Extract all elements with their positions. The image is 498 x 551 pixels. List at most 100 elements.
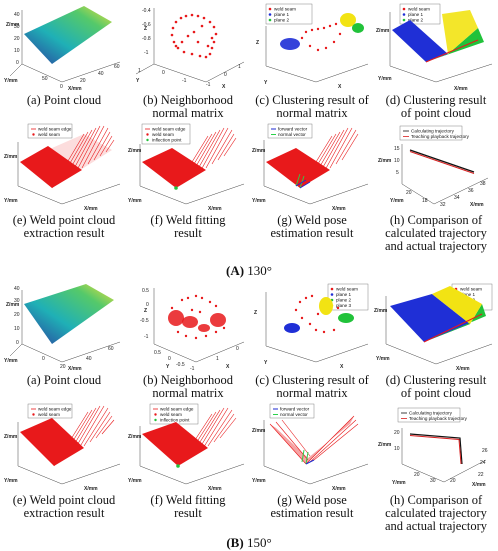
tick: 24 bbox=[480, 460, 486, 466]
y-label: Y bbox=[264, 80, 268, 86]
y-label: Y/mm bbox=[4, 478, 18, 484]
chart-b-g: forward vector normal vector Z/mm Y/mm X… bbox=[252, 403, 369, 492]
tick: 20 bbox=[60, 364, 66, 370]
tick: 20 bbox=[14, 36, 20, 42]
tick: 0 bbox=[16, 340, 19, 346]
tick: 40 bbox=[14, 12, 20, 18]
x-label: X/mm bbox=[454, 86, 468, 92]
teach-trajectory bbox=[409, 435, 462, 465]
legend-item: weld seam bbox=[408, 7, 430, 12]
tick: 0.5 bbox=[154, 350, 161, 356]
tick: 34 bbox=[454, 195, 460, 201]
plot-b-f: weld seam edge weld seam inflection poin… bbox=[126, 402, 250, 494]
z-label: Z bbox=[256, 40, 259, 46]
tick: 36 bbox=[468, 188, 474, 194]
scatter-points bbox=[168, 294, 226, 340]
chart-a-f: weld seam edge weld seam inflection poin… bbox=[128, 123, 245, 212]
caption-line: extraction result bbox=[23, 506, 105, 520]
caption-line: result bbox=[174, 506, 202, 520]
z-label: Z/mm bbox=[378, 442, 392, 448]
legend-item: forward vector bbox=[280, 407, 310, 412]
plot-b-b: Z Y X 0.5 0 -0.5 -1 0.5 0 -0.5 -1 1 0 bbox=[126, 282, 250, 374]
caption-line: of point cloud bbox=[400, 386, 472, 400]
tick: -1 bbox=[206, 82, 211, 88]
legend-item: forward vector bbox=[278, 127, 308, 132]
tick: 18 bbox=[422, 198, 428, 204]
x-label: X bbox=[226, 364, 230, 370]
chart-b-c: weld seam plane 1 plane 2 plane 3 Z Y X bbox=[254, 283, 369, 370]
caption-line: (a) Point cloud bbox=[26, 93, 102, 107]
panel-b-d: weld seam plane 1 plane 2 plane 3 Z/mm Y… bbox=[374, 282, 498, 420]
tick: 0 bbox=[42, 356, 45, 362]
x-label: X/mm bbox=[68, 366, 82, 372]
chart-b-a: Z/mm Y/mm X/mm 0 10 20 30 40 0 20 40 60 bbox=[4, 284, 121, 372]
legend bbox=[141, 123, 191, 145]
chart-b-h: Calculating trajectory Teaching playback… bbox=[378, 407, 488, 488]
plot-b-h: Calculating trajectory Teaching playback… bbox=[374, 402, 498, 494]
tick: 1 bbox=[238, 64, 241, 70]
tick: 0 bbox=[236, 346, 239, 352]
tick: 10 bbox=[394, 158, 400, 164]
section-letter: (B) bbox=[226, 535, 244, 550]
legend-item: weld seam bbox=[160, 412, 182, 417]
tick: 30 bbox=[430, 478, 436, 484]
plot-a-d: weld seam plane 1 plane 2 Z/mm Y/mm X/mm bbox=[374, 2, 498, 94]
y-label: Y/mm bbox=[376, 356, 390, 362]
x-label: X/mm bbox=[472, 482, 486, 488]
plot-a-c: weld seam plane 1 plane 2 Z Y X bbox=[250, 2, 374, 94]
y-label: Y/mm bbox=[128, 478, 142, 484]
plot-a-a: Z/mm Y/mm X/mm 0 10 20 30 40 50 0 20 40 … bbox=[2, 2, 126, 94]
caption-line: calculated trajectory bbox=[385, 506, 487, 520]
caption-line: (b) Neighborhood bbox=[143, 373, 233, 387]
caption: (a) Point cloud bbox=[2, 374, 126, 387]
tick: 20 bbox=[80, 78, 86, 84]
caption-line: calculated trajectory bbox=[385, 226, 487, 240]
tick: 20 bbox=[406, 190, 412, 196]
tick: 30 bbox=[14, 24, 20, 30]
chart-b-b: Z Y X 0.5 0 -0.5 -1 0.5 0 -0.5 -1 1 0 bbox=[140, 288, 245, 372]
caption-line: estimation result bbox=[270, 226, 354, 240]
tick: 60 bbox=[114, 64, 120, 70]
y-label: Y/mm bbox=[128, 198, 142, 204]
caption: (e) Weld point cloud extraction result bbox=[2, 494, 126, 520]
scatter-points bbox=[280, 13, 364, 52]
legend-item: plane 1 bbox=[336, 292, 352, 297]
y-label: Y bbox=[166, 364, 170, 370]
section-label-b: (B) 150° bbox=[0, 535, 498, 551]
caption: (e) Weld point cloud extraction result bbox=[2, 214, 126, 240]
tick: 0 bbox=[162, 70, 165, 76]
panel-a-a: Z/mm Y/mm X/mm 0 10 20 30 40 50 0 20 40 … bbox=[2, 2, 126, 140]
panel-b-e: weld seam edge weld seam Z/mm Y/mm X/mm … bbox=[2, 402, 126, 540]
z-label: Z/mm bbox=[6, 22, 20, 28]
tick: 0 bbox=[224, 72, 227, 78]
calc-trajectory bbox=[409, 433, 463, 465]
chart-a-h: Calculating trajectory Teaching playback… bbox=[378, 125, 489, 208]
z-label: Z bbox=[144, 308, 147, 314]
tick: 0 bbox=[60, 84, 63, 90]
panel-a-e: weld seam edge weld seam Z/mm Y/mm X/mm … bbox=[2, 122, 126, 260]
legend-item: plane 1 bbox=[408, 12, 424, 17]
legend-item: plane 1 bbox=[460, 292, 476, 297]
legend-item: weld seam bbox=[38, 412, 60, 417]
calc-trajectory bbox=[409, 149, 475, 173]
panel-a-g: forward vector normal vector Z/mm Y/mm X… bbox=[250, 122, 374, 260]
tick: 0 bbox=[16, 60, 19, 66]
panel-b-a: Z/mm Y/mm X/mm 0 10 20 30 40 0 20 40 60 … bbox=[2, 282, 126, 420]
caption: (b) Neighborhood normal matrix bbox=[126, 374, 250, 400]
caption-line: of point cloud bbox=[400, 106, 472, 120]
legend-item: plane 2 bbox=[336, 298, 352, 303]
tick: 30 bbox=[14, 298, 20, 304]
panel-b-f: weld seam edge weld seam inflection poin… bbox=[126, 402, 250, 540]
legend-item: weld seam bbox=[336, 287, 358, 292]
legend bbox=[267, 123, 313, 139]
caption: (h) Comparison of calculated trajectory … bbox=[374, 494, 498, 533]
x-label: X/mm bbox=[84, 486, 98, 492]
caption-line: (a) Point cloud bbox=[26, 373, 102, 387]
x-label: X/mm bbox=[332, 206, 346, 212]
legend-item: weld seam bbox=[38, 132, 60, 137]
caption-line: (d) Clustering result bbox=[385, 93, 487, 107]
legend bbox=[27, 403, 73, 419]
caption-line: (f) Weld fitting bbox=[150, 493, 226, 507]
y-label: Y bbox=[264, 360, 268, 366]
z-label: Z/mm bbox=[4, 434, 18, 440]
